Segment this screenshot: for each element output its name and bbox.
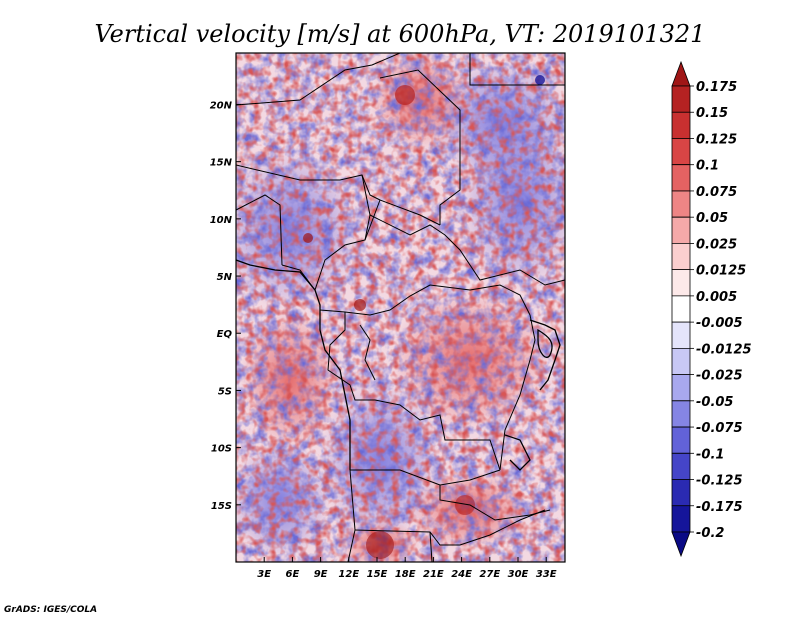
colorbar-swatch: [671, 85, 691, 113]
lon-label-3E: 3E: [257, 569, 271, 580]
colorbar-label: -0.125: [696, 474, 743, 489]
lat-label-20N: 20N: [210, 100, 233, 111]
lat-label-15S: 15S: [211, 501, 232, 512]
map-frame: [235, 52, 566, 563]
lon-label-12E: 12E: [338, 569, 359, 580]
map-field: [236, 53, 565, 562]
colorbar-label: 0.175: [696, 80, 737, 95]
lon-label-15E: 15E: [367, 569, 388, 580]
colorbar-swatch: [671, 321, 691, 349]
lon-label-6E: 6E: [286, 569, 300, 580]
colorbar-swatch: [671, 164, 691, 192]
colorbar: 0.175 0.15 0.125 0.1 0.075 0.05 0.025 0.0125 0.0…: [671, 60, 752, 558]
colorbar-swatch: [671, 426, 691, 454]
colorbar-swatch: [671, 190, 691, 218]
longitude-axis: 3E 6E 9E 12E 15E 18E 21E 24E 27E 30E 33E: [257, 557, 557, 580]
colorbar-label: -0.075: [696, 421, 743, 436]
lon-label-18E: 18E: [395, 569, 416, 580]
colorbar-label: -0.175: [696, 500, 743, 515]
colorbar-label: 0.025: [696, 237, 737, 252]
colorbar-swatch: [671, 111, 691, 139]
colorbar-swatch: [671, 138, 691, 166]
colorbar-swatch: [671, 347, 691, 375]
lon-label-9E: 9E: [314, 569, 328, 580]
colorbar-swatch: [671, 269, 691, 297]
colorbar-label: -0.2: [696, 526, 724, 541]
figure-title: Vertical velocity [m/s] at 600hPa, VT: 2…: [95, 20, 706, 48]
lat-label-10N: 10N: [210, 215, 233, 226]
colorbar-label: 0.15: [696, 106, 728, 121]
colorbar-swatch: [671, 400, 691, 428]
colorbar-swatch: [671, 295, 691, 323]
lon-label-33E: 33E: [536, 569, 557, 580]
colorbar-label: 0.1: [696, 159, 719, 174]
lat-label-5S: 5S: [218, 386, 232, 397]
lat-label-15N: 15N: [210, 158, 233, 169]
lat-label-10S: 10S: [211, 444, 232, 455]
grads-credit: GrADS: IGES/COLA: [4, 605, 97, 615]
colorbar-label: -0.005: [696, 316, 743, 331]
colorbar-label: 0.05: [696, 211, 728, 226]
colorbar-label: 0.005: [696, 290, 737, 305]
lat-label-5N: 5N: [217, 272, 233, 283]
lat-label-EQ: EQ: [217, 329, 233, 340]
lon-label-24E: 24E: [451, 569, 472, 580]
colorbar-label: 0.075: [696, 185, 737, 200]
lon-label-30E: 30E: [508, 569, 529, 580]
colorbar-swatch: [671, 374, 691, 402]
colorbar-swatch: [671, 505, 691, 533]
colorbar-swatch: [671, 452, 691, 480]
lon-label-27E: 27E: [479, 569, 500, 580]
coastline: [236, 259, 561, 471]
colorbar-label: -0.05: [696, 395, 733, 410]
colorbar-label: -0.025: [696, 369, 743, 384]
colorbar-label: -0.0125: [696, 342, 752, 357]
colorbar-swatch: [671, 60, 691, 87]
lon-label-21E: 21E: [423, 569, 444, 580]
country-borders: [236, 53, 565, 562]
colorbar-label: 0.125: [696, 132, 737, 147]
colorbar-swatch: [671, 243, 691, 271]
colorbar-swatch: [671, 216, 691, 244]
colorbar-label: 0.0125: [696, 264, 746, 279]
latitude-axis: 20N 15N 10N 5N EQ 5S 10S 15S: [210, 100, 241, 512]
colorbar-label: -0.1: [696, 447, 724, 462]
colorbar-swatch: [671, 479, 691, 507]
colorbar-swatch: [671, 531, 691, 558]
